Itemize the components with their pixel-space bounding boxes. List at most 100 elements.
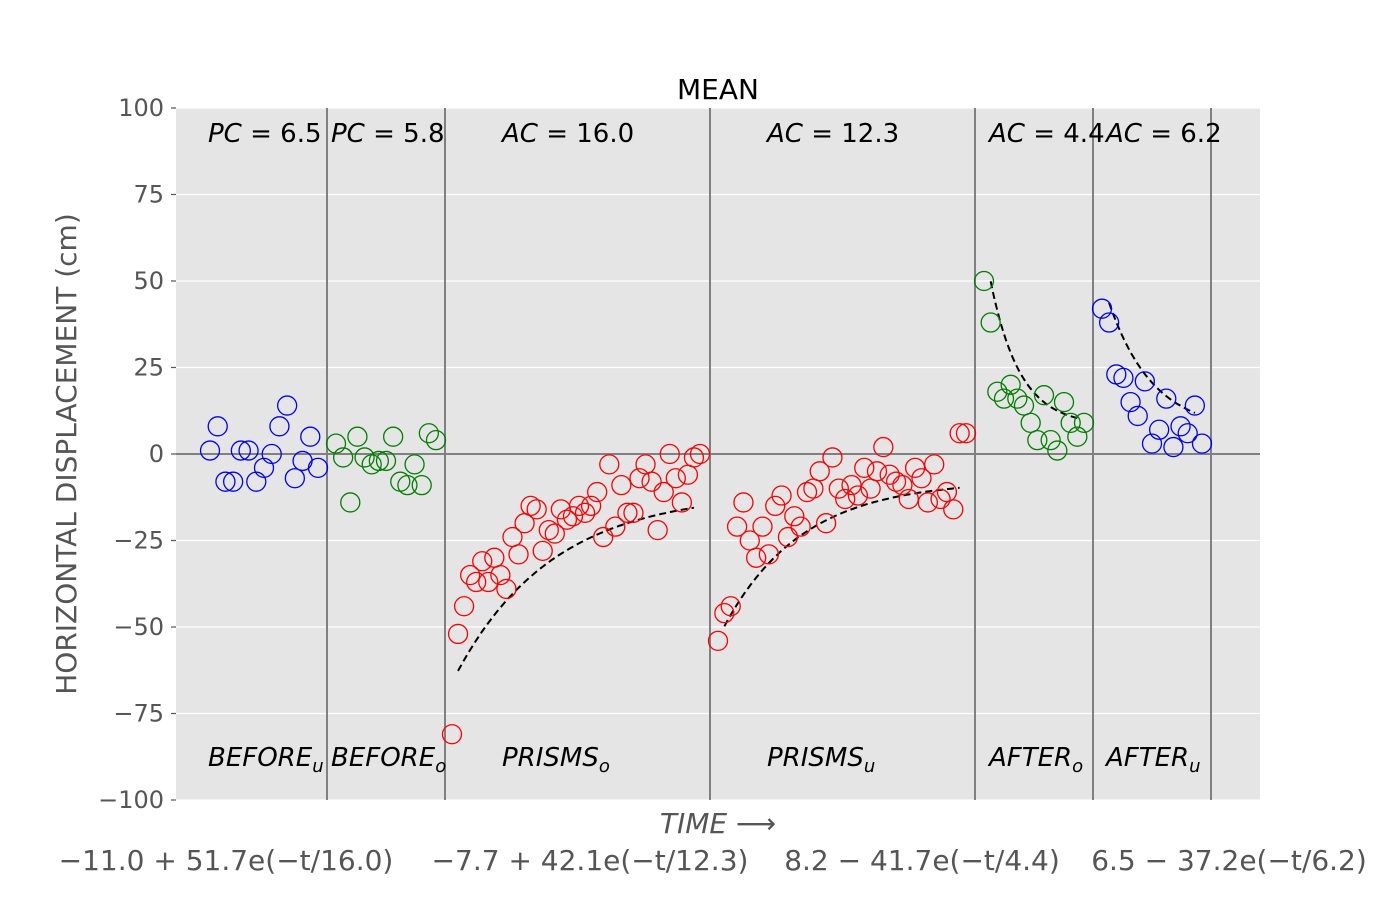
fit-curve — [1108, 302, 1196, 414]
data-point — [1113, 367, 1134, 389]
data-point — [1013, 395, 1035, 416]
data-point — [1127, 405, 1148, 427]
fit-curve — [457, 506, 695, 672]
data-point — [955, 423, 977, 444]
data-point — [496, 578, 517, 600]
data-point — [1033, 385, 1055, 406]
segment-constant-label: AC = 12.3 — [765, 119, 899, 149]
data-point — [752, 516, 773, 537]
data-point — [246, 471, 267, 492]
data-point — [1007, 388, 1028, 409]
data-point — [261, 443, 282, 465]
data-point — [1091, 298, 1113, 319]
series-before-u — [199, 395, 329, 492]
data-point — [784, 506, 805, 527]
y-tick-label: −100 — [98, 786, 164, 814]
segment-constant-label: AC = 4.4 — [987, 119, 1105, 149]
data-point — [847, 485, 869, 506]
data-point — [714, 603, 735, 624]
data-point — [300, 426, 321, 447]
series-prisms-u — [707, 423, 977, 651]
data-point — [347, 426, 368, 447]
data-point — [544, 523, 565, 544]
data-point — [568, 495, 590, 517]
data-point — [629, 468, 650, 489]
data-point — [1163, 436, 1184, 458]
segment-name-label: AFTERu — [1104, 743, 1201, 777]
data-point — [1120, 391, 1141, 413]
data-point — [733, 492, 754, 513]
data-point — [222, 471, 244, 492]
data-point — [1134, 371, 1156, 392]
data-point — [815, 513, 837, 534]
data-point — [1177, 423, 1198, 444]
data-point — [1040, 430, 1061, 451]
data-point — [307, 457, 329, 478]
data-point — [397, 474, 418, 496]
data-point — [375, 450, 397, 472]
data-point — [441, 724, 463, 745]
y-ticks: 100 75 50 25 0 −25 −50 −75 −100 — [98, 94, 176, 814]
data-point — [354, 447, 375, 468]
data-point — [215, 471, 236, 492]
data-point — [987, 381, 1008, 402]
data-point — [904, 457, 926, 478]
data-point — [1027, 430, 1048, 451]
data-point — [665, 468, 686, 489]
data-point — [538, 519, 559, 541]
data-point — [796, 481, 818, 503]
data-point — [1098, 312, 1120, 333]
y-tick-label: −75 — [113, 700, 164, 728]
data-point — [746, 547, 767, 568]
data-point — [1148, 419, 1170, 440]
data-point — [707, 630, 729, 651]
data-point — [1047, 440, 1068, 461]
data-point — [453, 596, 475, 617]
data-point — [973, 270, 995, 292]
data-point — [1067, 426, 1088, 447]
data-point — [885, 471, 907, 492]
data-point — [1060, 412, 1081, 434]
y-tick-label: 75 — [133, 181, 164, 209]
data-point — [1141, 433, 1163, 454]
segment-constant-label: PC = 6.5 — [208, 119, 322, 149]
segment-labels: PC = 6.5 BEFOREu PC = 5.8 BEFOREo AC = 16.0 P… — [208, 119, 1222, 777]
data-point — [580, 495, 602, 517]
x-axis-label: TIME ⟶ — [660, 807, 776, 840]
data-point — [911, 468, 932, 489]
data-point — [623, 502, 644, 523]
data-point — [809, 461, 830, 482]
data-point — [466, 571, 487, 593]
series-before-o — [325, 423, 447, 513]
data-point — [418, 423, 440, 444]
data-point — [898, 488, 919, 510]
data-point — [562, 506, 584, 527]
segment-name-label: BEFOREu — [208, 743, 324, 777]
data-point — [726, 516, 748, 537]
fit-curves — [457, 281, 1196, 672]
data-point — [1191, 433, 1213, 454]
data-point — [828, 478, 849, 499]
y-tick-label: 100 — [118, 94, 164, 122]
series-after-o — [973, 270, 1095, 461]
y-tick-label: 25 — [133, 354, 164, 382]
series-after-u — [1091, 298, 1213, 458]
data-point — [892, 474, 913, 496]
y-tick-label: 50 — [133, 267, 164, 295]
data-point — [276, 395, 298, 416]
data-point — [382, 426, 404, 447]
y-tick-label: 0 — [149, 440, 164, 468]
fit-curve — [989, 281, 1078, 420]
data-point — [593, 526, 614, 548]
data-point — [587, 481, 608, 503]
data-point — [230, 440, 252, 461]
data-point — [993, 388, 1015, 409]
formula-2: −7.7 + 42.1e(−t/12.3) — [432, 844, 749, 877]
segment-name-label: BEFOREo — [331, 743, 446, 777]
data-point — [599, 454, 620, 475]
data-point — [1170, 416, 1191, 437]
segment-name-label: PRISMSo — [502, 743, 610, 777]
data-point — [459, 564, 481, 586]
fit-curve — [723, 486, 960, 627]
